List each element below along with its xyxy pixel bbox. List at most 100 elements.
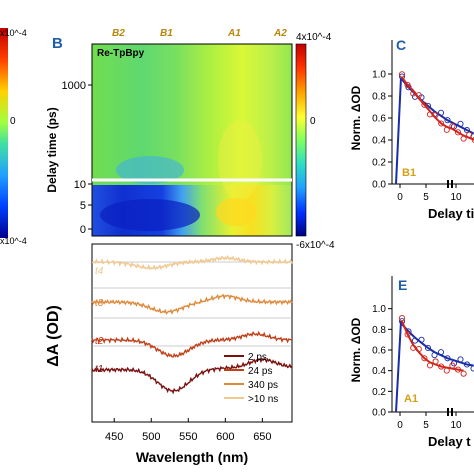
spectra-x-tick-label: 600 — [216, 431, 234, 443]
decay-rise-line — [395, 77, 402, 184]
heatmap-dark-blue-patch — [100, 199, 200, 231]
decay-y-tick-label: 1.0 — [372, 304, 386, 315]
panel-letter-e: E — [398, 277, 407, 293]
band-label-a1: A1 — [227, 28, 241, 39]
map-y-tick-5: 5 — [80, 200, 86, 212]
panel-e-x-ticks: 0 5 10 — [397, 412, 462, 431]
decay-y-tick-label: 0.8 — [372, 92, 386, 103]
decay-y-tick-label: 0.4 — [372, 136, 386, 147]
left-colorbar-bottom-label: x10^-4 — [0, 236, 27, 246]
spectra-legend: 2 ps 24 ps 340 ps >10 ns — [224, 352, 278, 405]
right-colorbar-top-label: 4x10^-4 — [296, 32, 332, 43]
spectra-x-tick-label: 650 — [253, 431, 271, 443]
decay-x-tick-label: 5 — [423, 192, 429, 203]
decay-x-tick-label: 0 — [397, 192, 403, 203]
decay-x-tick-label: 5 — [423, 420, 429, 431]
time-label-t1: t1 — [95, 364, 103, 375]
heatmap-area — [92, 44, 292, 236]
panel-c-plot — [395, 71, 474, 184]
spectrum-trace — [91, 293, 293, 315]
panel-c-x-label: Delay ti — [428, 206, 474, 221]
legend-label-2ps: 2 ps — [248, 352, 267, 363]
decay-y-tick-label: 0.6 — [372, 114, 386, 125]
panel-e-y-label: Norm. ΔOD — [349, 317, 363, 382]
panel-letter-c: C — [396, 37, 406, 53]
panel-letter-b: B — [52, 35, 63, 52]
map-y-tick-10: 10 — [74, 179, 86, 191]
decay-blue-point — [398, 318, 406, 325]
decay-red-fit — [401, 76, 474, 141]
left-colorbar-mid-label: 0 — [10, 116, 16, 127]
panel-c-y-ticks: 1.0 0.8 0.6 0.4 0.2 0.0 — [372, 70, 392, 191]
right-colorbar-bottom-label: -6x10^-4 — [296, 240, 335, 251]
panel-e-plot — [395, 315, 474, 412]
decay-y-tick-label: 0.2 — [372, 387, 386, 398]
time-label-t3: t3 — [95, 298, 104, 309]
legend-label-24ps: 24 ps — [248, 366, 272, 377]
spectrum-trace — [92, 254, 293, 271]
spectra-x-tick-label: 550 — [179, 431, 197, 443]
spectrum-trace — [91, 357, 293, 395]
spectra-x-tick-label: 500 — [142, 431, 160, 443]
legend-label-10ns: >10 ns — [248, 394, 278, 405]
decay-red-point — [460, 370, 467, 377]
panel-c-y-label: Norm. ΔOD — [349, 85, 363, 150]
decay-red-fit — [401, 320, 464, 372]
decay-y-tick-label: 0.0 — [372, 408, 386, 419]
spectra-traces — [91, 254, 293, 395]
right-colorbar-mid-label: 0 — [310, 116, 316, 127]
spectra-y-label: ΔA (OD) — [45, 305, 62, 367]
time-label-t2: t2 — [95, 336, 104, 347]
decay-red-point — [438, 120, 445, 127]
decay-red-point — [421, 355, 428, 362]
decay-y-tick-label: 1.0 — [372, 70, 386, 81]
decay-x-tick-label: 10 — [450, 192, 462, 203]
panel-e-x-label: Delay t — [428, 434, 471, 449]
spectra-x-ticks: 450 500 550 600 650 — [105, 418, 272, 443]
decay-x-tick-label: 10 — [450, 420, 462, 431]
band-label-b2: B2 — [112, 28, 125, 39]
left-colorbar-top-label: x10^-4 — [0, 28, 27, 38]
map-y-tick-0: 0 — [80, 224, 86, 236]
decay-blue-point — [398, 73, 406, 80]
decay-y-tick-label: 0.6 — [372, 346, 386, 357]
band-labels: B2 B1 A1 A2 — [112, 28, 287, 39]
heatmap-yellow-patch — [216, 198, 256, 226]
decay-rise-line — [395, 321, 402, 412]
decay-x-tick-label: 0 — [397, 420, 403, 431]
heatmap-blue-patch — [116, 156, 184, 184]
spectrum-trace — [91, 330, 293, 358]
panel-e-y-ticks: 1.0 0.8 0.6 0.4 0.2 0.0 — [372, 304, 392, 419]
decay-red-point — [404, 81, 411, 89]
map-y-tick-1000: 1000 — [62, 80, 86, 92]
decay-y-tick-label: 0.0 — [372, 180, 386, 191]
heatmap-yellow-band — [218, 120, 262, 200]
left-colorbar-gradient — [0, 28, 8, 238]
spectra-panel: t4 t3 t2 t1 2 ps 24 ps 340 ps >10 ns ΔA … — [45, 243, 293, 465]
decay-blue-point — [424, 344, 432, 351]
decay-blue-point — [444, 117, 451, 124]
band-label-b1: B1 — [160, 28, 173, 39]
decay-y-tick-label: 0.4 — [372, 366, 386, 377]
decay-red-point — [398, 315, 406, 322]
legend-label-340ps: 340 ps — [248, 380, 278, 391]
decay-y-tick-label: 0.2 — [372, 158, 386, 169]
right-colorbar: 4x10^-4 0 -6x10^-4 — [295, 32, 335, 251]
decay-blue-fit — [401, 323, 474, 367]
time-label-t4: t4 — [95, 266, 104, 277]
decay-red-point — [404, 331, 411, 338]
map-y-label: Delay time (ps) — [45, 107, 59, 192]
decay-y-tick-label: 0.8 — [372, 325, 386, 336]
panel-e: E 1.0 0.8 0.6 0.4 0.2 0.0 0 5 10 A1 Norm. ΔOD D… — [349, 276, 474, 449]
decay-red-point — [454, 129, 462, 136]
decay-red-point — [421, 101, 428, 108]
left-colorbar: x10^-4 0 x10^-4 — [0, 28, 27, 246]
right-colorbar-gradient — [295, 43, 307, 237]
panel-c-band-label: B1 — [402, 167, 416, 179]
spectra-x-tick-label: 450 — [105, 431, 123, 443]
panel-c-x-ticks: 0 5 10 — [397, 184, 462, 203]
decay-red-point — [398, 71, 406, 78]
heatmap-frame — [91, 43, 293, 237]
heatmap-title: Re-TpBpy — [97, 48, 145, 59]
